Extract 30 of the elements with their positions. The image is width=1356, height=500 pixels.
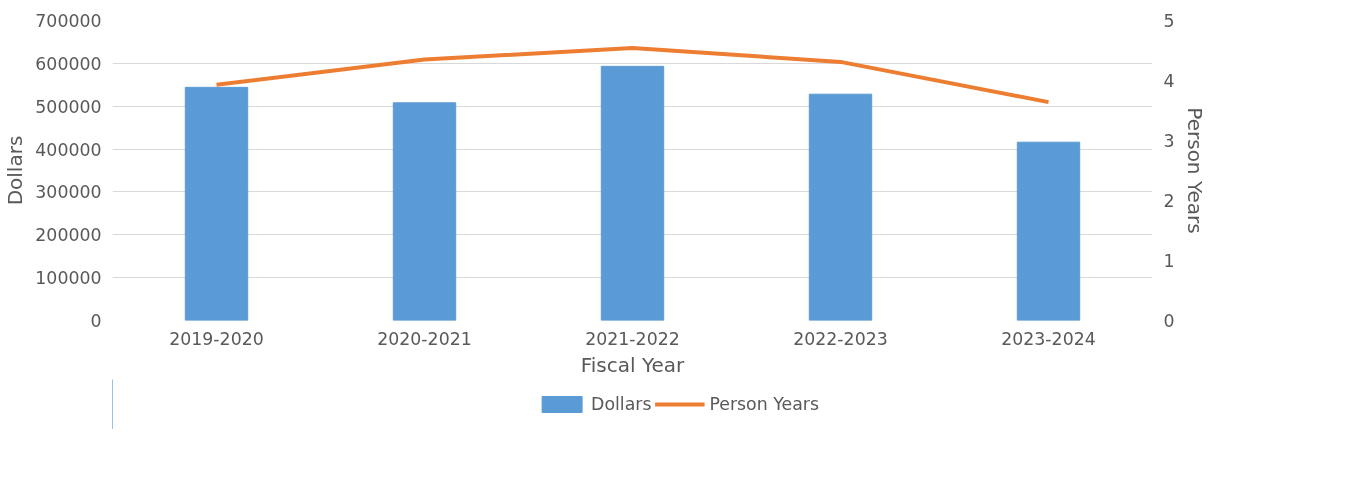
x-tick-label: 2019-2020 — [169, 328, 264, 349]
y2-tick-label: 2 — [1163, 191, 1175, 211]
y-tick-label: 400000 — [35, 139, 102, 160]
bar — [1016, 141, 1081, 321]
y-tick-label: 0 — [90, 311, 102, 331]
y2-axis-title: Person Years — [1182, 107, 1207, 234]
x-axis-title: Fiscal Year — [580, 352, 686, 377]
y2-tick-label: 4 — [1163, 71, 1175, 91]
legend-label: Person Years — [709, 394, 819, 414]
y-tick-label: 600000 — [35, 53, 102, 74]
y-tick-label: 300000 — [35, 182, 102, 203]
y-tick-label: 500000 — [35, 96, 102, 117]
y-tick-label: 700000 — [35, 11, 102, 31]
bar — [184, 86, 249, 321]
bar — [600, 65, 665, 321]
x-tick-label: 2020-2021 — [377, 328, 472, 349]
bar — [392, 102, 457, 321]
line-series — [214, 46, 1051, 105]
x-tick-label: 2023-2024 — [1001, 328, 1096, 349]
y-axis-title: Dollars — [3, 135, 28, 206]
x-tick-label: 2021-2022 — [585, 328, 680, 349]
x-tick-label: 2022-2023 — [793, 328, 888, 349]
legend-label: Dollars — [591, 394, 652, 414]
y2-tick-label: 3 — [1163, 131, 1175, 151]
y2-tick-label: 1 — [1163, 251, 1175, 271]
y-tick-label: 100000 — [35, 268, 102, 289]
y2-tick-label: 0 — [1163, 311, 1175, 331]
bar — [808, 93, 873, 321]
y-tick-label: 200000 — [35, 225, 102, 246]
y2-tick-label: 5 — [1163, 11, 1175, 31]
